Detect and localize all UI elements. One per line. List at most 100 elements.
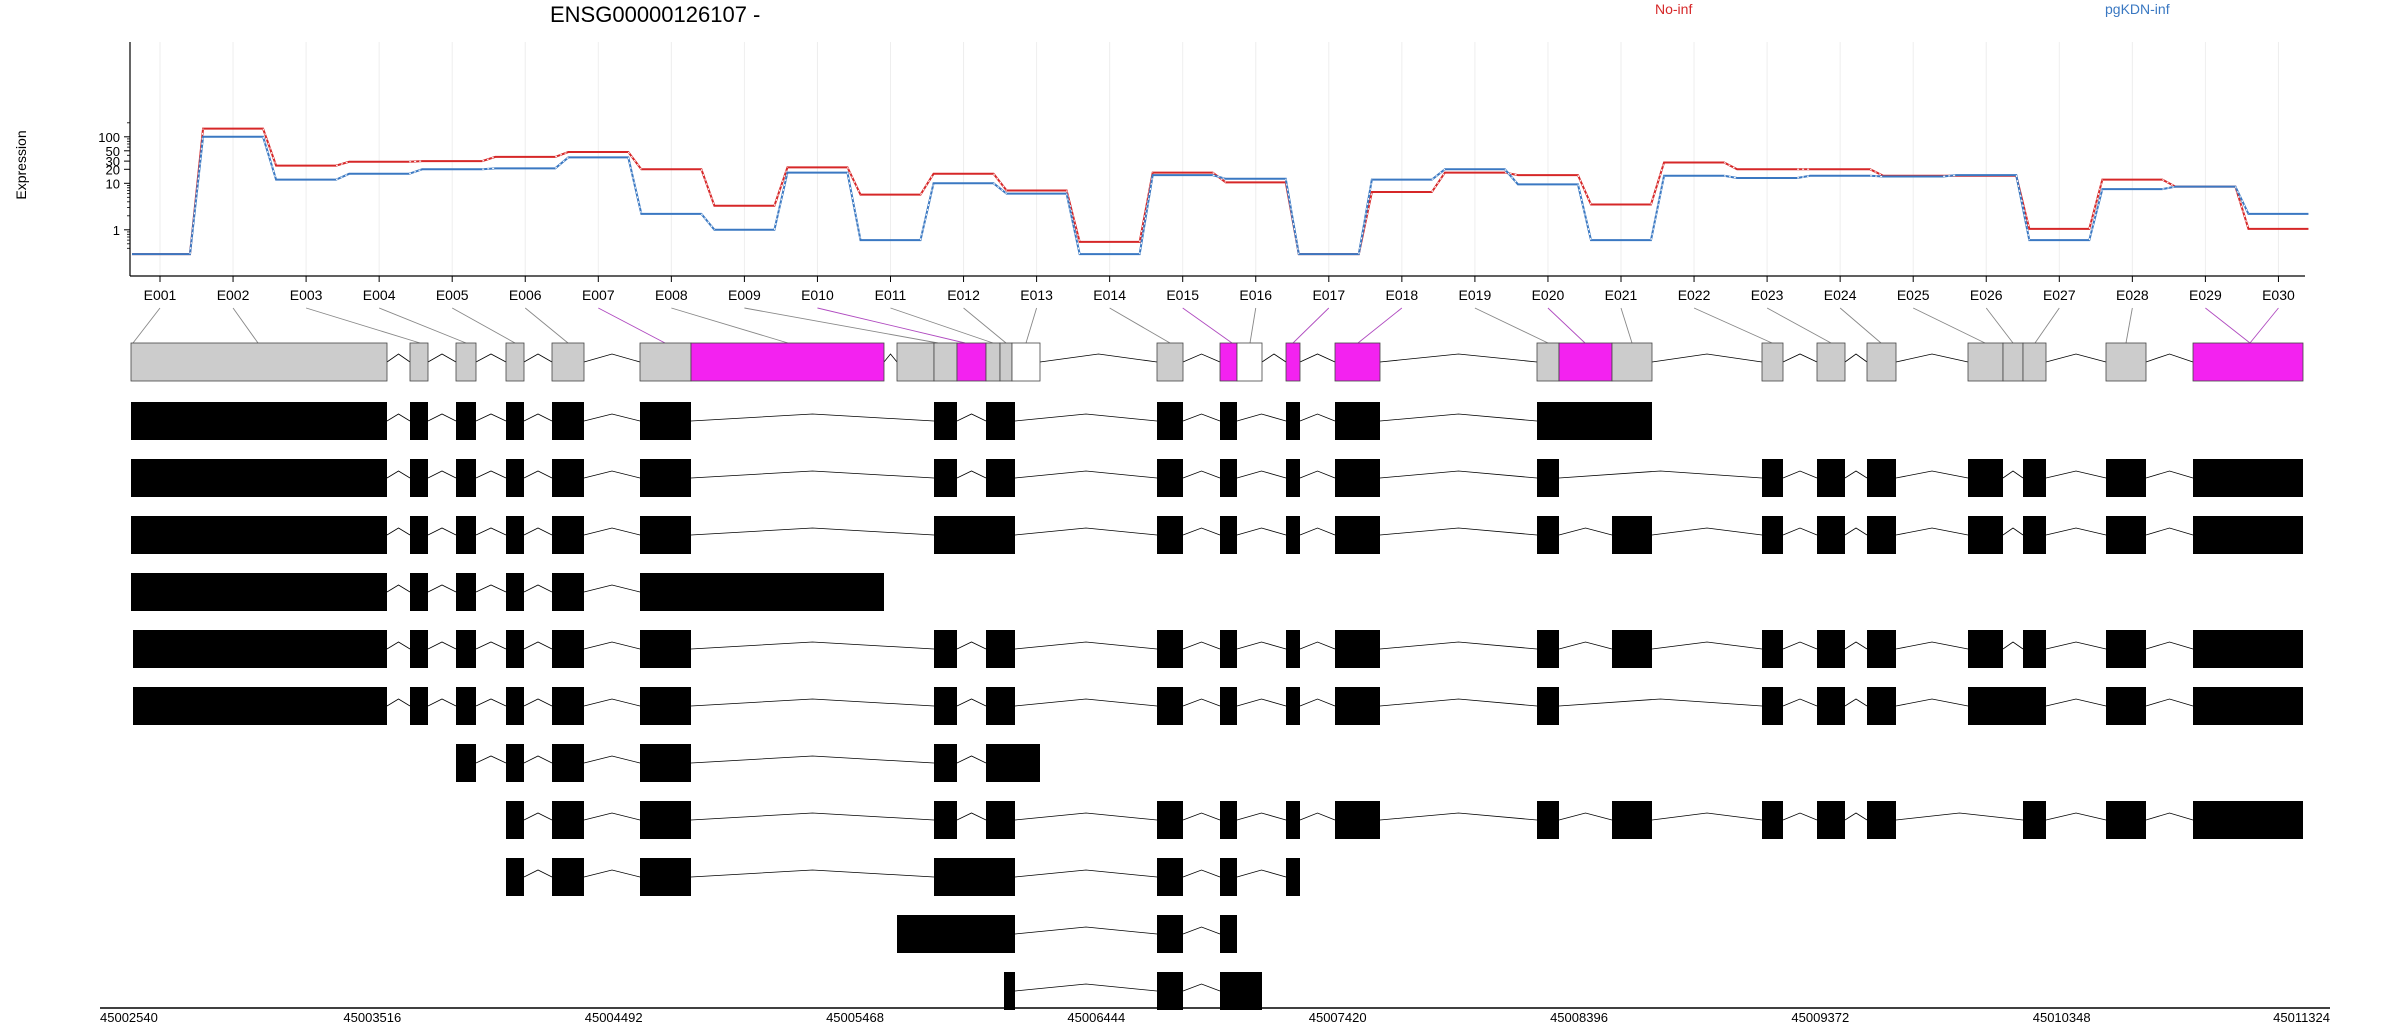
exon-label: E026 [1970, 287, 2003, 303]
transcript-exon [410, 459, 428, 497]
transcript-exon [986, 801, 1015, 839]
transcript-intron [1182, 413, 1221, 422]
transcript-intron [1558, 812, 1613, 821]
gene-model-exon [639, 342, 692, 382]
transcript-intron [523, 413, 553, 422]
gene-model-exon [2105, 342, 2147, 382]
transcript-exon [456, 459, 476, 497]
transcript-exon [1335, 516, 1380, 554]
transcript-intron [2045, 641, 2107, 650]
gene-model-intron [1379, 353, 1538, 363]
transcript-intron [1299, 413, 1336, 422]
series-transition [1212, 174, 1226, 180]
series-transition [2162, 186, 2176, 190]
transcript-intron [1236, 869, 1287, 878]
genomic-tick-label: 45002540 [100, 1010, 158, 1025]
gene-model-exon [551, 342, 585, 382]
transcript-intron [1014, 527, 1158, 536]
exon-connector [524, 307, 569, 344]
exon-connector [132, 307, 161, 344]
transcript-exon [1286, 630, 1300, 668]
transcript-exon [1612, 630, 1652, 668]
transcript-exon [552, 801, 584, 839]
transcript-exon [1537, 801, 1559, 839]
transcript-exon [1762, 516, 1783, 554]
transcript-exon [1762, 630, 1783, 668]
transcript-exon [1537, 630, 1559, 668]
transcript-intron [583, 527, 641, 536]
gene-model-intron [386, 353, 411, 363]
series-transition [482, 167, 496, 170]
exon-label: E004 [363, 287, 396, 303]
transcript-exon [456, 402, 476, 440]
transcript-exon [1968, 459, 2003, 497]
exon-label: E023 [1751, 287, 1784, 303]
exon-label: E014 [1093, 287, 1126, 303]
genomic-tick-label: 45008396 [1550, 1010, 1608, 1025]
transcript-intron [427, 413, 457, 422]
exon-connector [598, 307, 666, 344]
transcript-exon [2193, 516, 2303, 554]
y-tick-label: 100 [98, 130, 120, 145]
transcript-exon [1157, 915, 1183, 953]
series-transition [1650, 162, 1665, 205]
transcript-intron [1236, 470, 1287, 479]
transcript-intron [2045, 470, 2107, 479]
transcript-intron [2145, 527, 2194, 536]
transcript-intron [2002, 470, 2024, 479]
transcript-exon [934, 744, 957, 782]
transcript-exon [506, 630, 524, 668]
transcript-exon [506, 516, 524, 554]
gene-model-exon [2002, 342, 2024, 382]
transcript-exon [897, 915, 1015, 953]
transcript-exon [506, 459, 524, 497]
transcript-exon [2193, 459, 2303, 497]
transcript-intron [583, 755, 641, 764]
transcript-intron [690, 527, 935, 536]
transcript-intron [1844, 641, 1868, 650]
series-transition [2015, 175, 2030, 229]
transcript-intron [690, 698, 935, 707]
transcript-intron [583, 641, 641, 650]
series-transition [1797, 175, 1811, 179]
transcript-intron [956, 470, 987, 479]
transcript-intron [583, 812, 641, 821]
gene-model-exon [505, 342, 525, 382]
transcript-exon [552, 687, 584, 725]
series-transition [1139, 175, 1154, 255]
transcript-exon [1220, 801, 1237, 839]
transcript-intron [427, 698, 457, 707]
transcript-exon [934, 858, 1015, 896]
gene-model-intron [2045, 353, 2107, 363]
gene-model-exon [1219, 342, 1238, 382]
transcript-intron [1895, 470, 1969, 479]
transcript-exon [1157, 858, 1183, 896]
transcript-exon [2106, 687, 2146, 725]
exon-label: E009 [728, 287, 761, 303]
transcript-exon [640, 801, 691, 839]
gene-model-intron [427, 353, 457, 363]
gene-model-exon [956, 342, 987, 382]
transcript-intron [956, 641, 987, 650]
transcript-exon [131, 573, 387, 611]
transcript-intron [1299, 470, 1336, 479]
transcript-exon [640, 516, 691, 554]
gene-model-exon [1536, 342, 1560, 382]
series-transition [555, 151, 569, 158]
series-transition [1504, 172, 1519, 176]
series-transition [1504, 168, 1519, 185]
transcript-intron [690, 869, 935, 878]
transcript-intron [475, 413, 507, 422]
exon-connector [963, 307, 1007, 344]
gene-model-track [130, 342, 2304, 382]
transcript-exon [1537, 687, 1559, 725]
series-transition [2234, 186, 2249, 229]
transcript-intron [690, 413, 935, 422]
transcript-intron [427, 527, 457, 536]
transcript-exon [1220, 687, 1237, 725]
transcript-exon [410, 402, 428, 440]
exon-connector [1913, 307, 1986, 344]
transcript-intron [1895, 527, 1969, 536]
transcript-exon [986, 630, 1015, 668]
transcript-intron [2045, 812, 2107, 821]
